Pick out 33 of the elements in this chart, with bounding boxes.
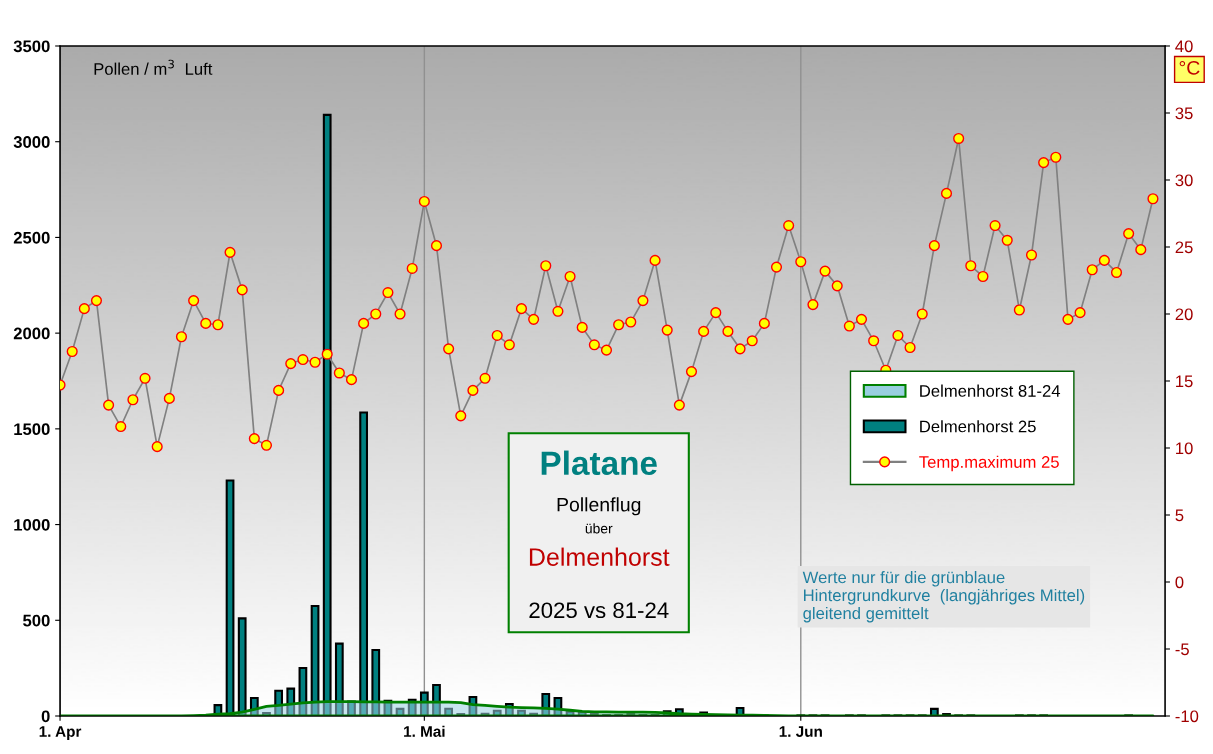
x-tick-label: 1. Apr: [39, 726, 82, 740]
y2-axis-title: °C: [1179, 60, 1200, 75]
legend-label: Delmenhorst 25: [920, 420, 1036, 433]
y-tick-label: 2000: [13, 327, 50, 340]
legend-label: Temp.maximum 25: [919, 455, 1059, 472]
y2-tick-label: 10: [1176, 442, 1193, 455]
y-tick-label: 1000: [14, 518, 50, 531]
y-tick-label: 0: [41, 710, 50, 723]
annotation: Delmenhorst: [529, 547, 670, 566]
annotation: Platane: [541, 450, 657, 476]
annotation: Werte nur für die grünblaue Hintergrundkurve (langjähriges Mittel) gleitend gemittelt: [802, 571, 1085, 623]
annotation: Pollenflug: [557, 497, 641, 516]
y-tick-label: 2500: [13, 231, 50, 244]
y2-tick-label: 25: [1175, 241, 1193, 254]
y-axis-title: Pollen / m$^{3}$ Luft: [94, 59, 213, 75]
y2-tick-label: 35: [1175, 107, 1193, 120]
y2-tick-label: 40: [1175, 40, 1193, 53]
y-tick-label: 3500: [13, 40, 50, 53]
y2-tick-label: 5: [1175, 509, 1184, 522]
y2-tick-label: 30: [1175, 174, 1193, 187]
legend-label: Delmenhorst 81-24: [920, 384, 1061, 397]
y2-tick-label: 15: [1176, 375, 1193, 388]
y2-tick-label: -10: [1175, 710, 1199, 723]
y2-tick-label: 0: [1175, 576, 1184, 589]
y-tick-label: 500: [23, 614, 50, 627]
x-tick-label: 1. Mai: [404, 725, 445, 737]
y-tick-label: 1500: [14, 423, 50, 436]
y2-tick-label: -5: [1175, 643, 1189, 656]
annotation: 2025 vs 81-24: [529, 602, 669, 619]
y2-tick-label: 20: [1175, 308, 1193, 321]
x-tick-label: 1. Jun: [779, 726, 822, 737]
annotation: über: [585, 523, 613, 534]
y-tick-label: 3000: [13, 136, 50, 148]
